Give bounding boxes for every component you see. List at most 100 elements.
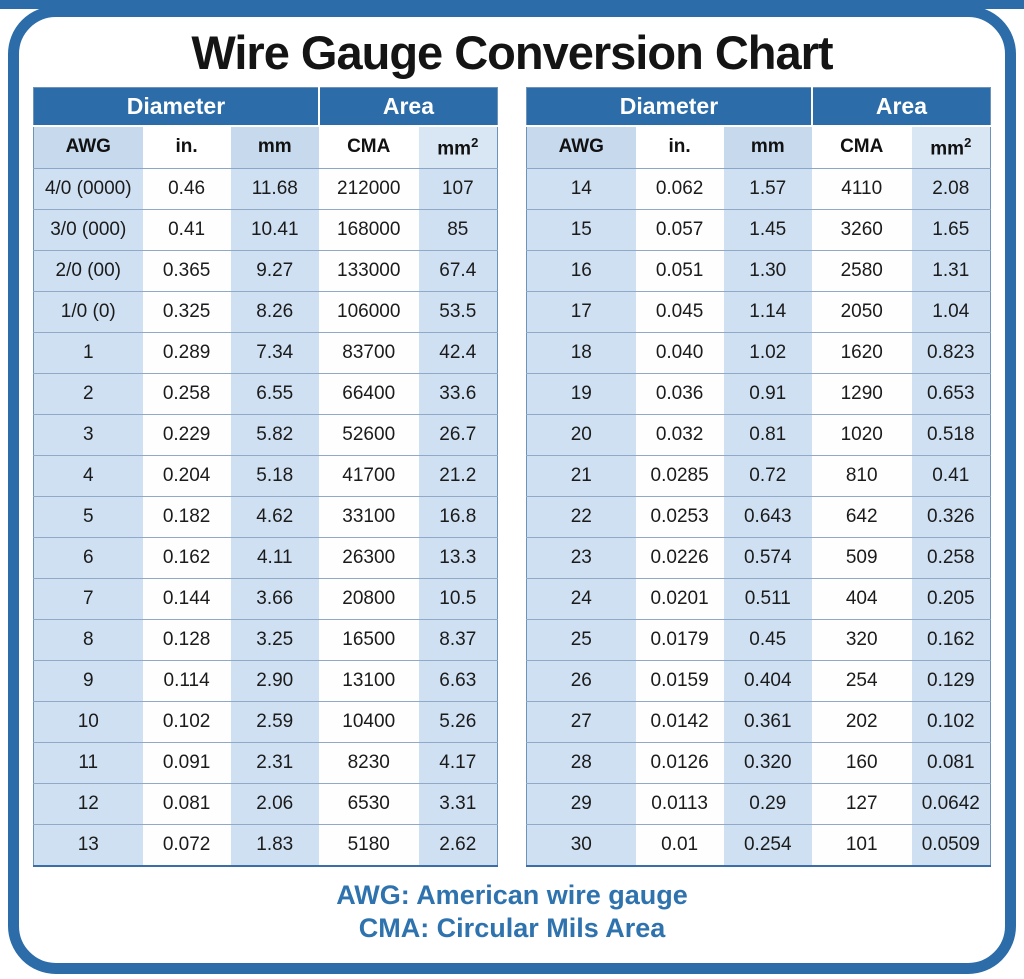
column-header-mm: mm [723, 124, 812, 169]
table-cell: 0.404 [723, 660, 812, 702]
table-row: 2/0 (00) 0.365 9.27 133000 67.4 [33, 250, 498, 292]
table-cell: 8.37 [418, 619, 498, 661]
table-cell: 30 [526, 824, 636, 866]
table-body-right: 14 0.062 1.57 4110 2.08 15 0.057 1.45 3260 1.65 16… [526, 168, 991, 866]
table-cell: 101 [811, 824, 912, 866]
table-cell: 2580 [811, 250, 912, 292]
table-cell: 0.643 [723, 496, 812, 538]
table-cell: 0.072 [142, 824, 231, 866]
table-cell: 20800 [318, 578, 419, 620]
table-cell: 23 [526, 537, 636, 579]
table-row: 16 0.051 1.30 2580 1.31 [526, 250, 991, 292]
table-row: 19 0.036 0.91 1290 0.653 [526, 373, 991, 415]
wire-gauge-table-awg-0000-to-13: Diameter Area AWG in. mm CMA mm2 4/0 (00… [33, 87, 498, 867]
table-cell: 10400 [318, 701, 419, 743]
table-cell: 0.204 [142, 455, 231, 497]
table-row: 20 0.032 0.81 1020 0.518 [526, 414, 991, 456]
table-row: 10 0.102 2.59 10400 5.26 [33, 701, 498, 743]
table-cell: 0.41 [911, 455, 991, 497]
table-row: 4 0.204 5.18 41700 21.2 [33, 455, 498, 497]
column-header-mm2: mm2 [911, 124, 991, 169]
table-row: 4/0 (0000) 0.46 11.68 212000 107 [33, 168, 498, 210]
table-cell: 2.59 [230, 701, 319, 743]
table-cell: 0.162 [142, 537, 231, 579]
table-cell: 0.653 [911, 373, 991, 415]
column-header-mm2: mm2 [418, 124, 498, 169]
table-cell: 33100 [318, 496, 419, 538]
table-cell: 0.289 [142, 332, 231, 374]
table-row: 1 0.289 7.34 83700 42.4 [33, 332, 498, 374]
table-row: 5 0.182 4.62 33100 16.8 [33, 496, 498, 538]
table-cell: 810 [811, 455, 912, 497]
table-cell: 0.0142 [635, 701, 724, 743]
table-cell: 1.14 [723, 291, 812, 333]
table-cell: 0.823 [911, 332, 991, 374]
group-header-row: Diameter Area [526, 87, 991, 126]
table-row: 7 0.144 3.66 20800 10.5 [33, 578, 498, 620]
column-header-mm: mm [230, 124, 319, 169]
table-cell: 2.08 [911, 168, 991, 210]
table-cell: 107 [418, 168, 498, 210]
table-cell: 0.128 [142, 619, 231, 661]
table-cell: 29 [526, 783, 636, 825]
table-cell: 4.11 [230, 537, 319, 579]
table-cell: 0.518 [911, 414, 991, 456]
table-cell: 2.31 [230, 742, 319, 784]
table-cell: 4 [33, 455, 143, 497]
table-cell: 16.8 [418, 496, 498, 538]
table-cell: 5 [33, 496, 143, 538]
table-cell: 1.45 [723, 209, 812, 251]
table-cell: 9 [33, 660, 143, 702]
table-cell: 26 [526, 660, 636, 702]
table-cell: 19 [526, 373, 636, 415]
table-cell: 0.040 [635, 332, 724, 374]
footnotes: AWG: American wire gauge CMA: Circular M… [19, 879, 1005, 945]
table-cell: 8 [33, 619, 143, 661]
table-cell: 6530 [318, 783, 419, 825]
table-cell: 13100 [318, 660, 419, 702]
table-cell: 13.3 [418, 537, 498, 579]
table-cell: 2.62 [418, 824, 498, 866]
table-cell: 3.25 [230, 619, 319, 661]
table-cell: 0.205 [911, 578, 991, 620]
table-row: 17 0.045 1.14 2050 1.04 [526, 291, 991, 333]
table-cell: 0.325 [142, 291, 231, 333]
table-cell: 3 [33, 414, 143, 456]
table-cell: 0.72 [723, 455, 812, 497]
table-row: 22 0.0253 0.643 642 0.326 [526, 496, 991, 538]
table-cell: 3/0 (000) [33, 209, 143, 251]
table-cell: 11 [33, 742, 143, 784]
table-cell: 0.511 [723, 578, 812, 620]
table-cell: 67.4 [418, 250, 498, 292]
table-cell: 0.0509 [911, 824, 991, 866]
table-cell: 13 [33, 824, 143, 866]
column-header-cma: CMA [811, 124, 912, 169]
table-cell: 1 [33, 332, 143, 374]
table-row: 12 0.081 2.06 6530 3.31 [33, 783, 498, 825]
table-cell: 8230 [318, 742, 419, 784]
table-cell: 16500 [318, 619, 419, 661]
table-cell: 11.68 [230, 168, 319, 210]
table-cell: 168000 [318, 209, 419, 251]
table-cell: 15 [526, 209, 636, 251]
column-header-cma: CMA [318, 124, 419, 169]
table-cell: 12 [33, 783, 143, 825]
table-row: 3 0.229 5.82 52600 26.7 [33, 414, 498, 456]
table-cell: 404 [811, 578, 912, 620]
table-cell: 22 [526, 496, 636, 538]
table-cell: 0.045 [635, 291, 724, 333]
table-cell: 0.29 [723, 783, 812, 825]
table-cell: 7 [33, 578, 143, 620]
table-cell: 1.30 [723, 250, 812, 292]
table-cell: 0.258 [142, 373, 231, 415]
table-row: 1/0 (0) 0.325 8.26 106000 53.5 [33, 291, 498, 333]
table-cell: 0.0253 [635, 496, 724, 538]
table-cell: 0.0126 [635, 742, 724, 784]
table-cell: 24 [526, 578, 636, 620]
table-row: 28 0.0126 0.320 160 0.081 [526, 742, 991, 784]
table-row: 2 0.258 6.55 66400 33.6 [33, 373, 498, 415]
table-cell: 6.55 [230, 373, 319, 415]
tables-container: Diameter Area AWG in. mm CMA mm2 4/0 (00… [19, 87, 1005, 867]
table-cell: 0.182 [142, 496, 231, 538]
table-cell: 509 [811, 537, 912, 579]
